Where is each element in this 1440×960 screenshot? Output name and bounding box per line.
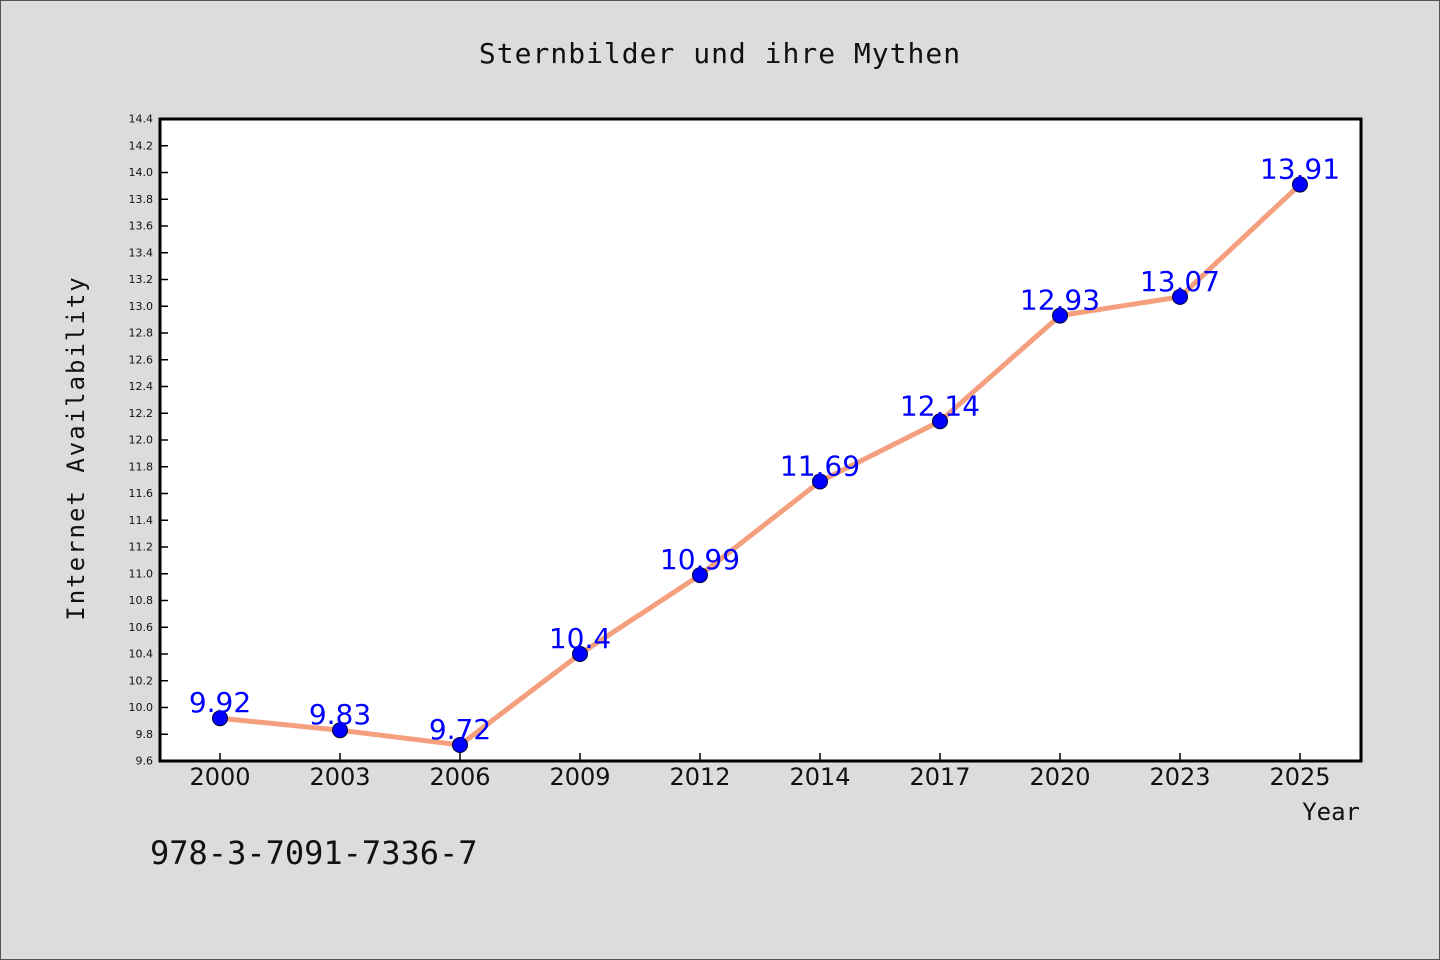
x-tick-label: 2025 — [1269, 763, 1330, 791]
plot-area — [158, 117, 1363, 763]
x-tick-label: 2020 — [1029, 763, 1090, 791]
y-tick-label: 11.0 — [129, 567, 154, 580]
series-line — [219, 182, 1302, 748]
y-tick-label: 13.6 — [129, 220, 154, 233]
y-tick-label: 12.4 — [129, 380, 154, 393]
data-point — [1052, 307, 1068, 324]
y-tick-label: 9.8 — [136, 728, 154, 741]
data-label: 11.69 — [780, 449, 860, 482]
data-label: 12.93 — [1020, 284, 1100, 317]
data-point — [812, 473, 828, 490]
y-tick-label: 13.8 — [129, 193, 154, 206]
y-tick-label: 12.6 — [129, 353, 154, 366]
y-tick-label: 14.4 — [129, 113, 154, 126]
data-markers — [212, 176, 1308, 753]
x-tick-label: 2003 — [309, 763, 370, 791]
x-tick-label: 2009 — [549, 763, 610, 791]
x-tick-label: 2014 — [789, 763, 850, 791]
y-tick-label: 11.8 — [129, 460, 154, 473]
y-tick-label: 12.2 — [129, 407, 154, 420]
y-tick-label: 10.4 — [129, 648, 154, 661]
data-label: 9.83 — [309, 698, 371, 731]
x-tick-label: 2017 — [909, 763, 970, 791]
y-tick-label: 12.8 — [129, 327, 154, 340]
data-label: 9.72 — [429, 713, 491, 746]
y-tick-label: 10.6 — [129, 621, 154, 634]
data-label: 13.07 — [1140, 265, 1220, 298]
data-point — [1172, 288, 1188, 305]
data-label: 10.99 — [660, 543, 740, 576]
data-point — [692, 567, 708, 584]
y-tick-label: 12.0 — [129, 434, 154, 447]
x-tick-label: 2023 — [1149, 763, 1210, 791]
y-tick-label: 9.6 — [136, 755, 154, 768]
y-tick-label: 11.6 — [129, 487, 154, 500]
y-tick-label: 14.0 — [129, 166, 154, 179]
data-point — [332, 722, 348, 739]
y-axis-label: Internet Availability — [62, 275, 90, 620]
data-label: 13.91 — [1260, 153, 1340, 186]
y-tick-label: 10.2 — [129, 674, 154, 687]
data-label: 12.14 — [900, 389, 980, 422]
data-point — [572, 646, 588, 662]
footnote-isbn: 978-3-7091-7336-7 — [150, 834, 478, 872]
data-point — [212, 710, 228, 727]
y-tick-label: 13.4 — [129, 246, 154, 259]
y-tick-label: 10.8 — [129, 594, 154, 607]
x-tick-label: 2006 — [429, 763, 490, 791]
data-label: 9.92 — [189, 686, 251, 719]
chart-title: Sternbilder und ihre Mythen — [479, 37, 961, 70]
x-tick-label: 2012 — [669, 763, 730, 791]
x-axis-label: Year — [1302, 798, 1360, 826]
y-tick-label: 11.4 — [129, 514, 154, 527]
x-tick-label: 2000 — [189, 763, 250, 791]
y-tick-label: 13.2 — [129, 273, 154, 286]
y-tick-label: 11.2 — [129, 541, 154, 554]
y-axis: 9.6 9.8 10.0 10.2 10.4 10.6 10.8 11.0 11.2 11.4 11… — [129, 113, 168, 768]
data-point — [932, 413, 948, 430]
data-point — [452, 736, 468, 753]
data-point — [1292, 176, 1308, 193]
y-tick-label: 10.0 — [129, 701, 154, 714]
y-tick-label: 13.0 — [129, 300, 154, 313]
data-labels: 9.92 9.83 9.72 10.4 10.99 11.69 12.14 12.93 13.0… — [189, 153, 1340, 746]
data-label: 10.4 — [549, 622, 611, 655]
y-tick-label: 14.2 — [129, 139, 154, 152]
x-axis: 2000 2003 2006 2009 2012 2014 2017 2020 2023 2025 — [189, 753, 1331, 791]
